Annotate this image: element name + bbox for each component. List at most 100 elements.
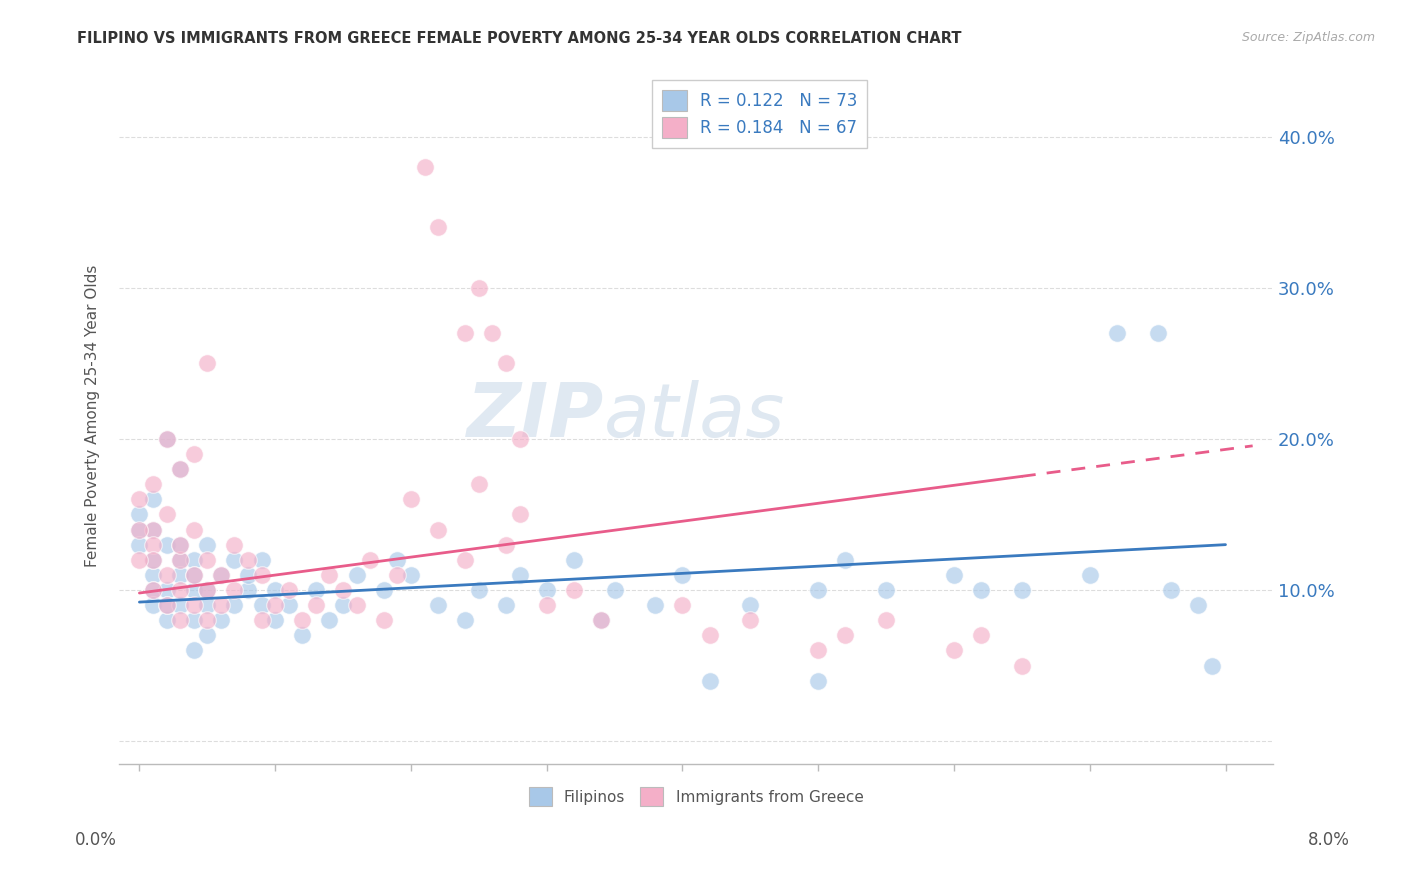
Point [427,523,450,537]
Point [155,567,177,582]
Point [155,582,177,597]
Point [142,553,165,567]
Point [224,553,246,567]
Point [195,598,218,612]
Point [346,598,368,612]
Point [970,628,993,642]
Point [183,567,205,582]
Point [195,628,218,642]
Point [332,582,354,597]
Point [169,538,191,552]
Point [128,508,150,522]
Point [169,567,191,582]
Point [277,598,299,612]
Point [495,598,517,612]
Point [468,582,491,597]
Point [195,613,218,627]
Point [1187,598,1209,612]
Point [155,598,177,612]
Point [169,582,191,597]
Point [142,538,165,552]
Point [387,567,409,582]
Point [671,598,693,612]
Point [142,582,165,597]
Text: 8.0%: 8.0% [1308,831,1350,849]
Point [250,598,273,612]
Point [875,613,897,627]
Point [644,598,666,612]
Point [359,553,381,567]
Text: FILIPINO VS IMMIGRANTS FROM GREECE FEMALE POVERTY AMONG 25-34 YEAR OLDS CORRELAT: FILIPINO VS IMMIGRANTS FROM GREECE FEMAL… [77,31,962,46]
Point [740,598,762,612]
Point [155,598,177,612]
Point [128,538,150,552]
Point [332,598,354,612]
Point [509,508,531,522]
Point [387,553,409,567]
Point [468,477,491,491]
Point [1011,582,1033,597]
Point [562,553,585,567]
Point [589,613,612,627]
Point [142,598,165,612]
Point [399,492,422,507]
Point [318,567,340,582]
Point [183,598,205,612]
Point [209,598,232,612]
Point [399,567,422,582]
Point [536,582,558,597]
Point [142,477,165,491]
Point [264,613,287,627]
Point [305,582,328,597]
Point [454,553,477,567]
Point [1160,582,1182,597]
Point [209,567,232,582]
Point [183,643,205,657]
Point [183,613,205,627]
Point [155,432,177,446]
Point [454,613,477,627]
Point [1105,326,1128,340]
Point [128,523,150,537]
Point [943,643,966,657]
Point [183,523,205,537]
Point [155,508,177,522]
Point [373,613,395,627]
Point [699,628,721,642]
Point [236,567,259,582]
Point [495,356,517,370]
Point [834,553,856,567]
Point [509,432,531,446]
Point [195,356,218,370]
Text: Source: ZipAtlas.com: Source: ZipAtlas.com [1241,31,1375,45]
Point [142,582,165,597]
Point [250,567,273,582]
Point [142,567,165,582]
Point [195,582,218,597]
Legend: Filipinos, Immigrants from Greece: Filipinos, Immigrants from Greece [519,779,873,815]
Point [169,553,191,567]
Point [427,220,450,235]
Point [346,567,368,582]
Y-axis label: Female Poverty Among 25-34 Year Olds: Female Poverty Among 25-34 Year Olds [86,265,100,567]
Point [454,326,477,340]
Point [142,523,165,537]
Point [834,628,856,642]
Text: ZIP: ZIP [467,380,603,452]
Point [562,582,585,597]
Point [224,538,246,552]
Point [128,523,150,537]
Text: 0.0%: 0.0% [75,831,117,849]
Point [495,538,517,552]
Point [236,582,259,597]
Point [373,582,395,597]
Point [264,582,287,597]
Point [155,613,177,627]
Point [195,553,218,567]
Point [807,582,830,597]
Point [195,538,218,552]
Point [142,492,165,507]
Point [250,553,273,567]
Point [250,613,273,627]
Point [142,553,165,567]
